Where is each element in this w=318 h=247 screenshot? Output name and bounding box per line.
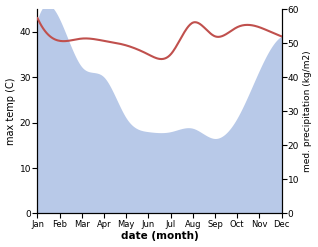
Y-axis label: med. precipitation (kg/m2): med. precipitation (kg/m2) <box>303 50 313 172</box>
Y-axis label: max temp (C): max temp (C) <box>5 78 16 145</box>
X-axis label: date (month): date (month) <box>121 231 198 242</box>
